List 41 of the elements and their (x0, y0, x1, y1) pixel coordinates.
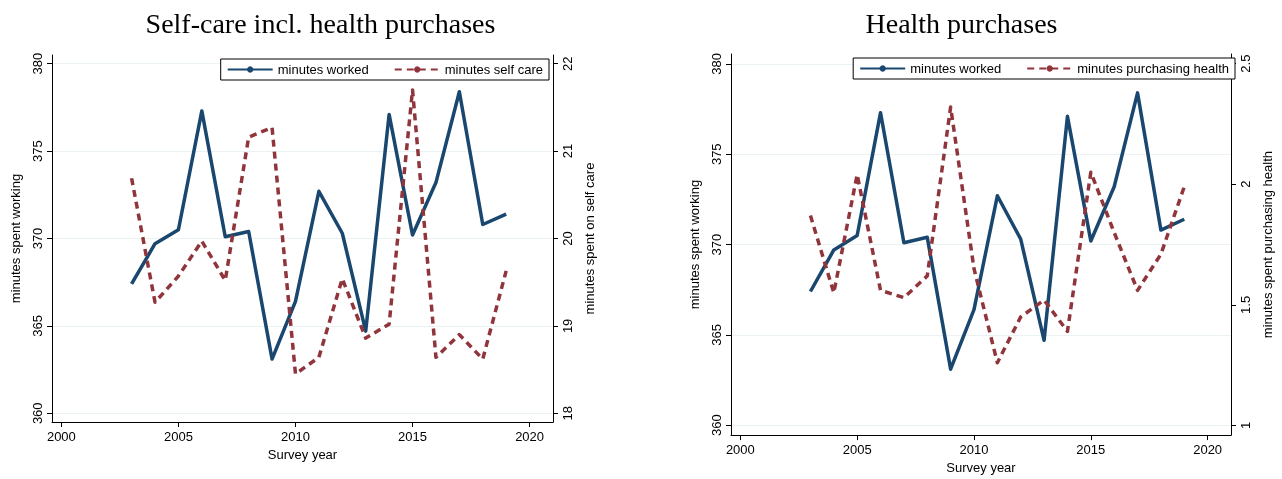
y-tick-label: 360 (709, 414, 724, 437)
y2-tick-label: 19 (560, 318, 575, 334)
y2-tick-label: 2.5 (1238, 54, 1253, 73)
y2-tick-label: 20 (560, 231, 575, 246)
x-tick-label: 2005 (842, 442, 872, 458)
chart-title: Health purchases (865, 7, 1058, 39)
y2-tick-label: 21 (560, 143, 575, 159)
x-tick-label: 2015 (398, 429, 427, 444)
x-tick-label: 2000 (725, 442, 755, 458)
legend-label: minutes self care (444, 62, 543, 77)
y-tick-label: 360 (30, 402, 45, 425)
y2-axis-title: minutes spent on self care (582, 162, 597, 315)
x-axis-title: Survey year (267, 446, 338, 462)
legend-label: minutes purchasing health (1077, 61, 1230, 76)
chart-title: Self-care incl. health purchases (145, 7, 496, 39)
y-tick-label: 375 (709, 143, 724, 166)
x-tick-label: 2020 (1193, 442, 1223, 458)
y-tick-label: 370 (709, 233, 724, 256)
x-axis-title: Survey year (946, 460, 1017, 475)
y2-tick-label: 1.5 (1238, 295, 1253, 314)
y-tick-label: 365 (30, 315, 45, 337)
legend-label: minutes worked (277, 62, 369, 77)
x-tick-label: 2010 (959, 442, 989, 458)
y-tick-label: 370 (30, 227, 45, 250)
y-tick-label: 375 (30, 140, 45, 162)
y-tick-label: 380 (709, 53, 724, 75)
y2-tick-label: 1 (1238, 421, 1253, 430)
legend-label: minutes worked (910, 61, 1002, 76)
x-tick-label: 2000 (46, 429, 76, 444)
y-axis-title: minutes spent working (687, 179, 702, 310)
y2-tick-label: 2 (1238, 180, 1253, 188)
y2-tick-label: 22 (560, 56, 575, 71)
x-tick-label: 2005 (163, 429, 193, 444)
x-tick-label: 2015 (1076, 442, 1106, 458)
x-tick-label: 2010 (281, 429, 310, 444)
y-tick-label: 380 (30, 52, 45, 75)
y-axis-title: minutes spent working (8, 173, 23, 304)
x-tick-label: 2020 (515, 429, 545, 444)
y2-tick-label: 18 (560, 406, 575, 421)
y2-axis-title: minutes spent purchasing health (1260, 150, 1275, 339)
y-tick-label: 365 (709, 324, 724, 346)
